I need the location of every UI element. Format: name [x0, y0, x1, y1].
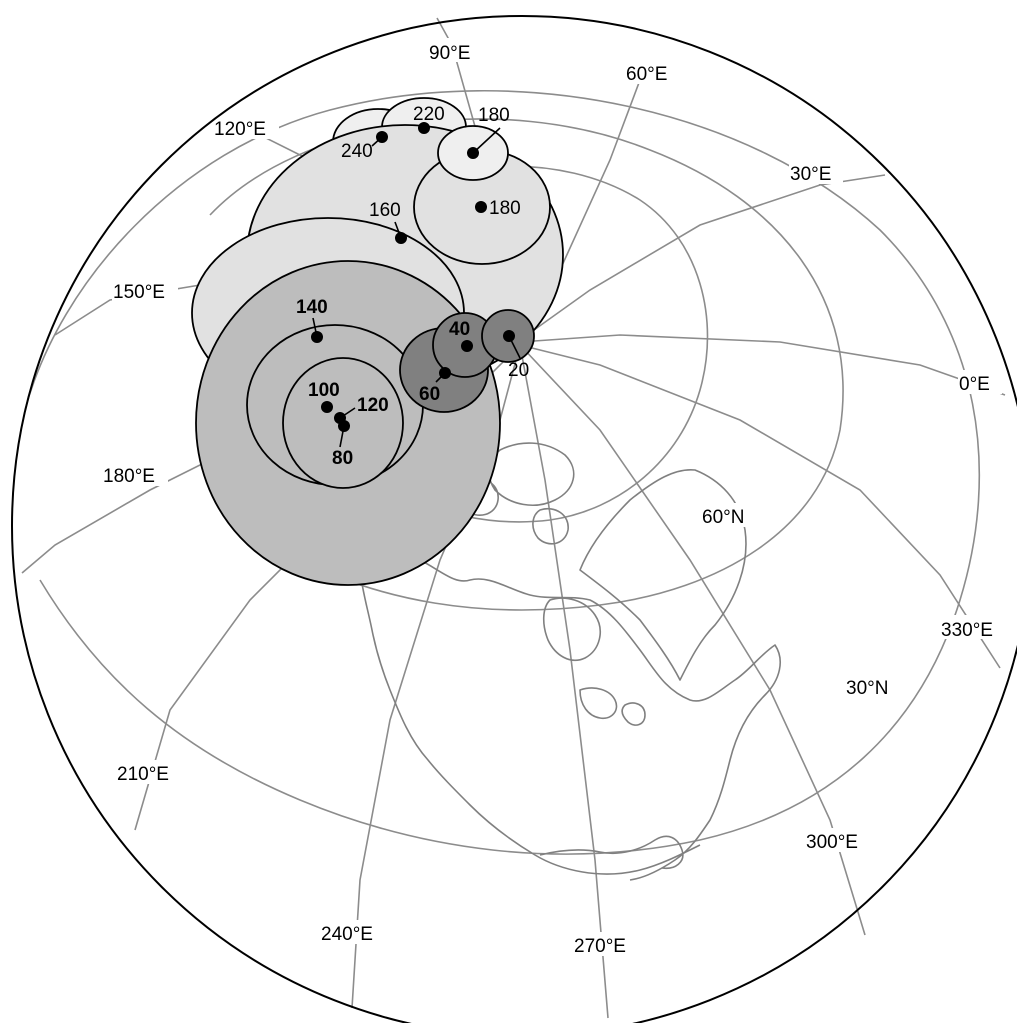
- leader-20: [508, 335, 521, 359]
- pole-age-labels: 240 220 180 180 160 140 100 120 80 60 40…: [296, 104, 529, 469]
- coastline-hudson-bay: [542, 597, 601, 662]
- label-210e: 210°E: [117, 764, 169, 785]
- meridian-330e: [519, 344, 1001, 669]
- pole-marker-180: [475, 201, 487, 213]
- age-label-20: 20: [508, 360, 529, 381]
- age-label-200: 180: [478, 105, 510, 126]
- pole-marker-220: [418, 122, 430, 134]
- age-label-40: 40: [449, 319, 470, 340]
- leader-140: [312, 317, 318, 338]
- label-60n: 60°N: [702, 507, 744, 528]
- pole-marker-40: [461, 340, 473, 352]
- pole-marker-100: [321, 401, 333, 413]
- label-240e: 240°E: [321, 924, 373, 945]
- age-label-180: 180: [489, 198, 521, 219]
- label-60e: 60°E: [626, 64, 667, 85]
- leader-80: [339, 425, 345, 448]
- coastline-north-america: [359, 557, 781, 881]
- label-30e: 30°E: [790, 164, 831, 185]
- coastline-great-lakes: [579, 687, 646, 726]
- parallel-30n: [24, 90, 981, 855]
- leader-60: [435, 372, 446, 383]
- coastline-greenland: [579, 469, 747, 681]
- label-300e: 300°E: [806, 832, 858, 853]
- age-label-100: 100: [308, 380, 340, 401]
- parallel-80n: [339, 165, 709, 523]
- label-30n: 30°N: [846, 678, 888, 699]
- label-0e: 0°E: [959, 374, 990, 395]
- leader-160: [394, 221, 402, 239]
- age-label-240: 240: [341, 141, 373, 162]
- leader-200: [472, 127, 501, 154]
- age-label-140: 140: [296, 297, 328, 318]
- label-150e: 150°E: [113, 282, 165, 303]
- globe-outline: [11, 15, 1017, 1023]
- label-120e: 120°E: [214, 119, 266, 140]
- label-270e: 270°E: [574, 936, 626, 957]
- leader-120: [339, 407, 356, 419]
- age-label-220: 220: [413, 104, 445, 125]
- age-label-80: 80: [332, 448, 353, 469]
- coastlines: [254, 442, 781, 881]
- age-label-60: 60: [419, 384, 440, 405]
- coastline-gulf-florida: [539, 835, 684, 870]
- leader-240: [371, 136, 383, 147]
- label-330e: 330°E: [941, 620, 993, 641]
- age-label-120: 120: [357, 395, 389, 416]
- meridian-240e: [351, 344, 521, 1009]
- meridian-270e: [519, 344, 609, 1019]
- age-label-160: 160: [369, 200, 401, 221]
- meridian-0e: [519, 334, 1006, 396]
- label-90e: 90°E: [429, 43, 470, 64]
- label-180e: 180°E: [103, 466, 155, 487]
- graticule-labels: 90°E 60°E 30°E 0°E 330°E 300°E 270°E 240…: [102, 38, 1006, 957]
- leader-lines: [312, 127, 521, 448]
